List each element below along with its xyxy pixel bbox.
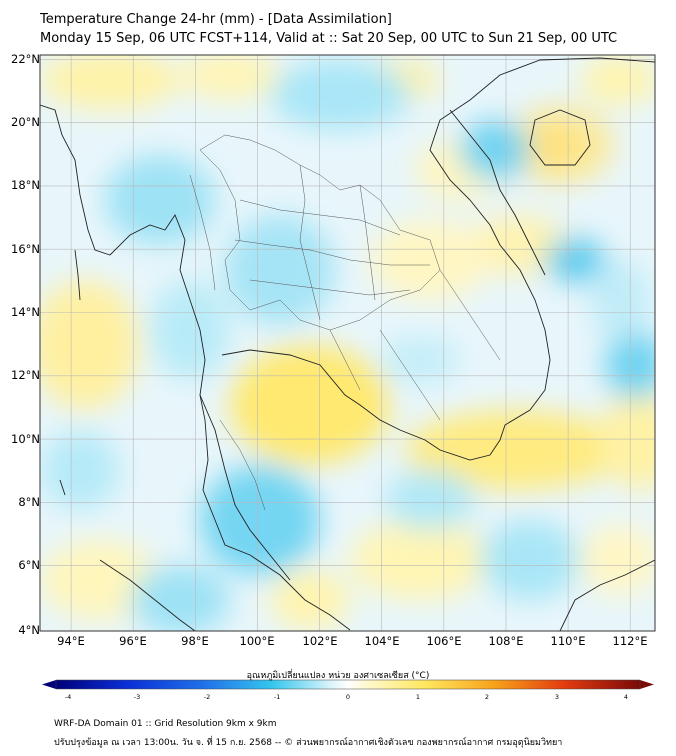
temperature-field <box>40 55 655 631</box>
coastlines <box>40 57 655 631</box>
colorbar-min-arrow <box>42 680 56 689</box>
colorbar-title: อุณหภูมิเปลี่ยนแปลง หน่วย องศาเซลเซียส (… <box>246 671 430 681</box>
colorbar-tick: 0 <box>345 693 351 701</box>
lat-label: 22°N <box>11 52 40 66</box>
lat-label: 10°N <box>11 432 40 446</box>
colorbar-gradient <box>56 680 640 689</box>
lat-label: 16°N <box>11 242 40 256</box>
provincial-borders <box>189 134 501 511</box>
lon-label: 98°E <box>181 634 209 648</box>
colorbar-tick: -1 <box>273 693 281 701</box>
lon-label: 96°E <box>119 634 147 648</box>
lon-label: 94°E <box>57 634 85 648</box>
colorbar <box>42 679 654 690</box>
colorbar-tick: -2 <box>203 693 211 701</box>
footer-update-info: ปรับปรุงข้อมูล ณ เวลา 13:00น. วัน จ. ที่… <box>54 738 563 748</box>
lon-label: 100°E <box>239 634 275 648</box>
lon-label: 108°E <box>488 634 524 648</box>
lat-label: 18°N <box>11 178 40 192</box>
map-frame <box>39 54 656 632</box>
map-subtitle: Monday 15 Sep, 06 UTC FCST+114, Valid at… <box>40 31 618 46</box>
colorbar-tick: 3 <box>554 693 560 701</box>
lat-label: 8°N <box>18 495 40 509</box>
colorbar-tick: 1 <box>415 693 421 701</box>
colorbar-max-arrow <box>640 680 654 689</box>
footer-model-info: WRF-DA Domain 01 :: Grid Resolution 9km … <box>54 719 277 729</box>
lon-label: 104°E <box>364 634 400 648</box>
lat-label: 14°N <box>11 305 40 319</box>
lon-label: 110°E <box>550 634 586 648</box>
lon-label: 102°E <box>302 634 338 648</box>
lon-label: 112°E <box>612 634 648 648</box>
colorbar-tick: 4 <box>623 693 629 701</box>
colorbar-tick: 2 <box>484 693 490 701</box>
lat-label: 6°N <box>18 558 40 572</box>
graticule <box>40 55 655 631</box>
lon-label: 106°E <box>426 634 462 648</box>
colorbar-tick: -4 <box>64 693 72 701</box>
lat-label: 4°N <box>18 623 40 637</box>
lat-label: 12°N <box>11 368 40 382</box>
map-title: Temperature Change 24-hr (mm) - [Data As… <box>40 12 392 27</box>
colorbar-tick: -3 <box>133 693 141 701</box>
lat-label: 20°N <box>11 115 40 129</box>
